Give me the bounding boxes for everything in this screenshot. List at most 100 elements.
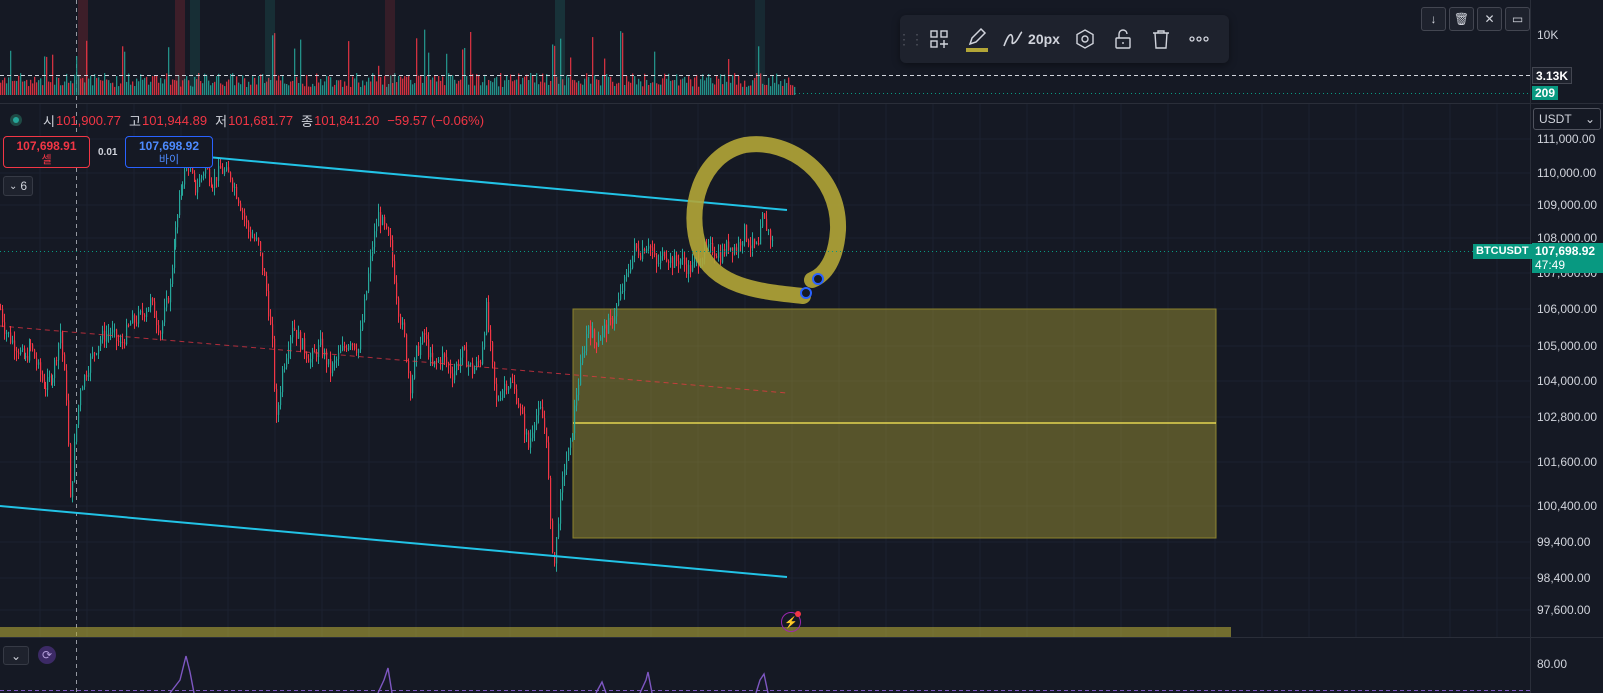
candle-body	[532, 432, 534, 439]
line-width-label: 20px	[1028, 31, 1060, 47]
volume-bar	[52, 54, 54, 95]
volume-bar	[110, 83, 112, 95]
add-template-icon[interactable]	[920, 15, 958, 63]
candle-body	[624, 276, 626, 291]
open-value: 101,900.77	[55, 112, 122, 128]
candle-body	[714, 253, 716, 256]
volume-bar	[240, 84, 242, 95]
volume-bar	[166, 73, 168, 95]
candle-body	[258, 238, 260, 242]
volume-bar	[252, 76, 254, 95]
candle-body	[150, 298, 152, 308]
volume-bar	[174, 80, 176, 95]
maximize-pane-button[interactable]: ▭	[1505, 7, 1530, 31]
volume-bar	[476, 74, 478, 95]
candle-body	[720, 252, 722, 263]
candle-body	[106, 334, 108, 342]
candle-body	[356, 349, 358, 353]
volume-bar	[498, 86, 500, 95]
volume-bar	[70, 80, 72, 95]
candle-body	[412, 378, 414, 394]
lower-pane-collapse[interactable]: ⌄	[3, 646, 29, 665]
buy-button[interactable]: 107,698.92 바이	[125, 136, 213, 168]
volume-bar	[362, 80, 364, 95]
settings-hexagon-icon[interactable]	[1066, 15, 1104, 63]
volume-bar	[270, 79, 272, 95]
candle-body	[328, 358, 330, 365]
volume-bar	[430, 79, 432, 95]
volume-bar	[770, 86, 772, 95]
candle-body	[284, 367, 286, 370]
candle-body	[272, 324, 274, 339]
indicators-toggle[interactable]: ⌄ 6	[3, 176, 33, 196]
pencil-icon[interactable]	[958, 15, 996, 63]
channel-upper-line	[174, 153, 788, 211]
candle-body	[260, 241, 262, 253]
collapse-pane-button[interactable]: ✕	[1477, 7, 1502, 31]
remove-pane-button[interactable]: 🗑︎	[1449, 7, 1474, 31]
volume-bar	[196, 79, 198, 95]
volume-bar	[296, 76, 298, 95]
lower-pane-axis-label: 80.00	[1537, 657, 1568, 671]
candle-body	[216, 177, 218, 181]
candle-body	[686, 264, 688, 275]
candle-body	[756, 242, 758, 244]
volume-bar	[378, 65, 380, 95]
download-button[interactable]: ↓	[1421, 7, 1446, 31]
candle-body	[484, 333, 486, 348]
change-value: −59.57 (−0.06%)	[387, 112, 485, 128]
volume-bar	[26, 79, 28, 95]
volume-bar	[744, 80, 746, 95]
candle-body	[544, 418, 546, 428]
candle-body	[182, 184, 184, 189]
candle-body	[74, 441, 76, 482]
volume-bar	[40, 78, 42, 95]
volume-bar	[470, 31, 472, 95]
candle-body	[32, 344, 34, 350]
volume-bar	[18, 75, 20, 95]
candle-body	[199, 178, 201, 187]
drag-grip-icon[interactable]: ⋮⋮	[897, 30, 924, 47]
lightning-alert-icon[interactable]: ⚡	[781, 612, 801, 632]
candle-body	[578, 385, 580, 395]
volume-bar	[564, 85, 566, 95]
candle-body	[626, 272, 628, 277]
volume-bar	[346, 85, 348, 95]
candle-body	[42, 374, 44, 381]
volume-bar	[572, 79, 574, 95]
candle-body	[364, 299, 366, 321]
volume-bar	[82, 77, 84, 95]
candle-body	[502, 390, 504, 399]
volume-bar	[434, 75, 436, 95]
volume-bar	[514, 80, 516, 95]
candle-body	[522, 408, 524, 414]
volume-highlight-column	[755, 0, 765, 95]
candle-body	[12, 340, 14, 343]
sell-button[interactable]: 107,698.91 셀	[3, 136, 90, 168]
line-width-button[interactable]: 20px	[996, 15, 1066, 63]
volume-bar	[48, 81, 50, 95]
candle-body	[60, 331, 62, 344]
candle-body	[534, 424, 536, 433]
volume-bar	[788, 77, 790, 95]
volume-bar	[118, 86, 120, 95]
currency-select[interactable]: USDT ⌄	[1533, 108, 1601, 130]
unlock-icon[interactable]	[1104, 15, 1142, 63]
candle-body	[452, 373, 454, 380]
candle-body	[726, 241, 728, 254]
volume-bar	[272, 35, 274, 95]
trash-icon[interactable]	[1142, 15, 1180, 63]
candle-body	[592, 329, 594, 338]
candle-body	[49, 376, 51, 378]
refresh-icon[interactable]: ⟳	[38, 646, 56, 664]
candle-body	[88, 372, 90, 377]
volume-bar	[464, 47, 466, 95]
volume-bar	[330, 77, 332, 95]
candle-body	[652, 247, 654, 253]
more-dots-icon[interactable]	[1180, 15, 1218, 63]
volume-bar	[50, 82, 52, 95]
candle-body	[680, 259, 682, 265]
price-axis[interactable]: 111,000.00 110,000.00 109,000.00 108,000.00…	[1530, 105, 1603, 637]
